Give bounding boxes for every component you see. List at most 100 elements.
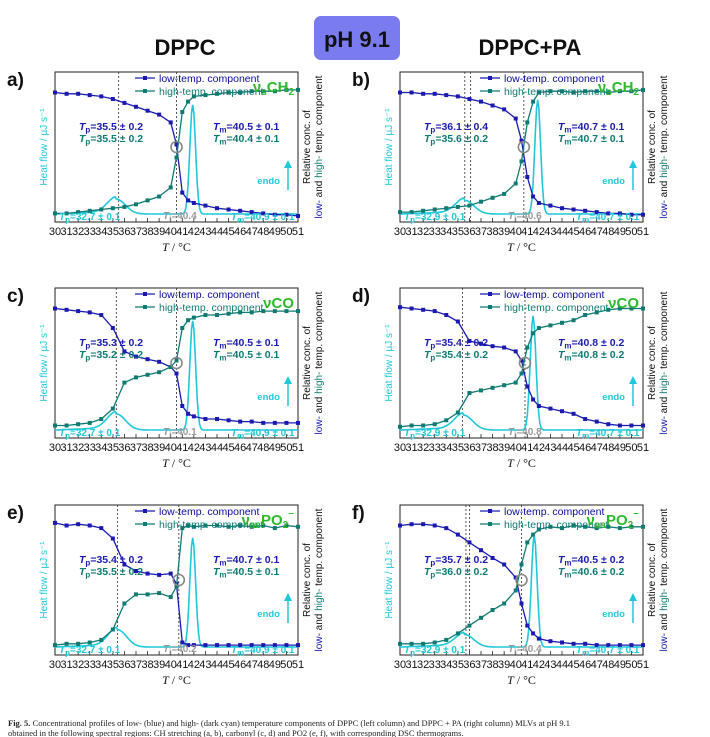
high-temp-point (186, 99, 191, 104)
x-tick-label: 32 (72, 226, 84, 238)
low-temp-point (180, 640, 185, 645)
panel-b: b) 30 31 32 33 34 35 36 37 38 39 40 41 42 43 44 45 46 47 48… (352, 70, 670, 254)
low-temp-point (87, 523, 92, 528)
x-tick-label: 36 (463, 442, 475, 454)
low-temp-point (87, 93, 92, 98)
x-tick-label: 46 (579, 226, 591, 238)
high-temp-point (536, 90, 541, 95)
high-temp-point (134, 592, 138, 597)
x-tick-label: 32 (417, 442, 429, 454)
low-temp-point (215, 417, 219, 421)
high-temp-point (53, 423, 57, 428)
ph-label: pH 9.1 (324, 27, 390, 52)
legend-low-marker (488, 76, 492, 80)
x-tick-label: 44 (556, 442, 568, 454)
low-temp-point (53, 90, 57, 95)
low-temp-point (226, 207, 231, 212)
high-temp-point (76, 641, 81, 646)
low-temp-point (76, 91, 81, 96)
legend-high-marker (488, 522, 492, 526)
low-temp-point (421, 307, 426, 312)
low-temp-point (238, 419, 243, 424)
low-temp-point (272, 420, 277, 425)
tp-low-annotation: Tp=35.5 ± 0.2 (79, 121, 143, 135)
panel-label: a) (7, 70, 24, 91)
high-temp-point (174, 584, 179, 589)
low-temp-point (629, 212, 634, 217)
low-temp-point (594, 419, 599, 424)
low-temp-point (296, 643, 300, 648)
crossing-circle (170, 140, 183, 154)
tp-high-annotation: Tp=35.6 ± 0.2 (424, 133, 488, 147)
high-temp-point (502, 383, 507, 388)
high-temp-point (421, 208, 426, 213)
high-temp-point (548, 524, 553, 529)
x-tick-label: 46 (234, 659, 246, 671)
low-temp-point (215, 643, 219, 648)
high-temp-point (203, 313, 208, 317)
low-temp-point (409, 306, 414, 311)
low-temp-point (583, 641, 588, 646)
dsc-thermogram (55, 104, 298, 215)
endo-label: endo (257, 176, 280, 187)
band-label: νCO (263, 295, 294, 312)
low-temp-point (432, 309, 437, 314)
low-temp-point (191, 414, 196, 419)
plot-frame (54, 504, 299, 656)
low-temp-point (467, 339, 472, 343)
tm-low-annotation: Tm=40.8 ± 0.2 (558, 337, 624, 351)
high-temp-point (409, 210, 414, 215)
low-temp-point (249, 210, 254, 215)
left-axis-title: Heat flow / µJ s⁻¹ (39, 541, 50, 619)
x-tick-label: 44 (556, 659, 568, 671)
low-temp-point (238, 208, 243, 213)
high-temp-point (174, 155, 179, 160)
high-temp-point (444, 637, 449, 642)
high-temp-point (215, 523, 219, 528)
endo-label: endo (257, 609, 280, 620)
low-temp-point (617, 423, 622, 428)
low-temp-point (110, 536, 115, 541)
x-tick-label: 45 (567, 226, 579, 238)
x-tick-label: 50 (280, 659, 292, 671)
x-tick-label: 41 (521, 442, 533, 454)
high-temp-point (560, 89, 564, 94)
high-temp-point (99, 417, 104, 421)
low-temp-point (145, 108, 150, 113)
legend-high-marker (143, 305, 147, 309)
high-temp-point (87, 420, 92, 425)
low-temp-point (203, 203, 208, 208)
x-tick-label: 44 (211, 226, 223, 238)
dsc-tp-annotation: Tp=32.7 ± 0.1 (59, 212, 121, 225)
x-tick-label: 46 (579, 659, 591, 671)
tm-high-annotation: Tm=40.8 ± 0.2 (558, 349, 624, 363)
x-tick-label: 51 (292, 442, 304, 454)
right-axis-title: Relative conc. oflow- and high- temp. co… (302, 291, 325, 434)
panel-a: a) 30 31 32 33 34 35 36 37 38 39 40 41 42 43 44 45 46 47 48… (7, 70, 325, 254)
x-tick-label: 50 (625, 442, 637, 454)
dsc-tm-annotation: Tm=40.7 ± 0.1 (576, 212, 640, 225)
x-tick-label: 41 (521, 226, 533, 238)
high-temp-point (174, 358, 179, 363)
tm-low-annotation: Tm=40.5 ± 0.1 (213, 337, 279, 351)
left-axis-title: Heat flow / µJ s⁻¹ (384, 108, 395, 186)
low-temp-point (421, 91, 426, 96)
x-tick-label: 31 (60, 226, 72, 238)
x-tick-label: 36 (463, 659, 475, 671)
high-temp-point (157, 370, 162, 375)
x-axis-title: T / °C (507, 456, 536, 470)
tm-high-annotation: Tm=40.5 ± 0.1 (213, 349, 279, 363)
high-temp-point (513, 380, 518, 385)
legend-high-label: high-temp. component (504, 519, 609, 531)
x-tick-label: 42 (533, 226, 545, 238)
low-temp-point (203, 643, 208, 648)
dsc-thermogram (400, 99, 643, 215)
endo-arrow-head (284, 376, 292, 384)
x-tick-label: 50 (625, 226, 637, 238)
high-temp-point (409, 641, 414, 646)
high-temp-point (606, 307, 611, 312)
high-temp-point (226, 90, 231, 95)
dsc-tm-annotation: Tm=40.9 ± 0.1 (231, 428, 295, 441)
x-tick-label: 33 (429, 442, 441, 454)
high-temp-point (502, 601, 507, 606)
